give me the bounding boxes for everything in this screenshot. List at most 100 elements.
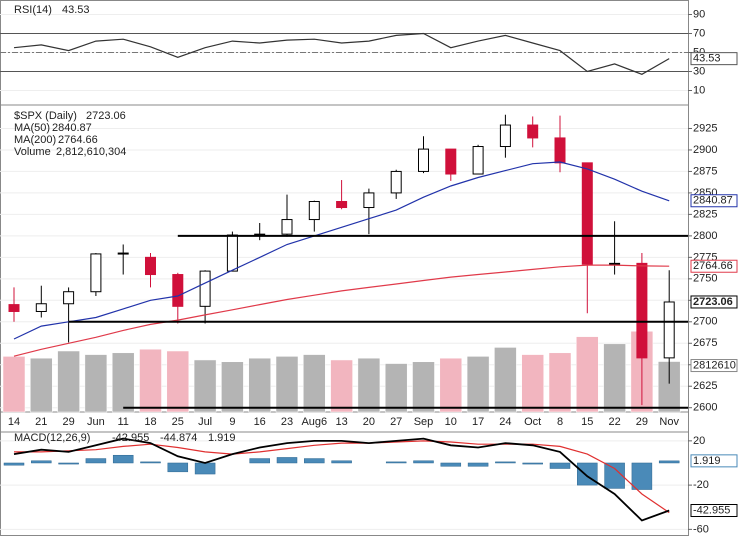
x-tick-label: 29 — [62, 416, 74, 428]
x-tick-label: Jul — [198, 416, 212, 428]
y-tick-label: 30 — [693, 65, 705, 77]
candle-body — [418, 148, 429, 172]
x-tick-label: Oct — [524, 416, 541, 428]
value-box — [690, 454, 738, 468]
candle-body — [472, 146, 484, 175]
legend-value: 2723.06 — [86, 110, 126, 122]
candle-body — [499, 124, 511, 148]
volume-bar — [548, 352, 572, 413]
x-tick-label: 21 — [35, 416, 47, 428]
histogram-bar — [167, 462, 189, 473]
x-tick-label: Aug6 — [301, 416, 327, 428]
histogram-bar — [385, 461, 407, 464]
x-tick-label: 22 — [608, 416, 620, 428]
volume-bar — [2, 356, 26, 413]
y-tick-label: 2825 — [693, 208, 717, 220]
candle-body — [63, 291, 75, 305]
value-box-label: 2723.06 — [693, 296, 733, 308]
value-box-label: 2812610 — [693, 359, 736, 371]
histogram-bar — [249, 458, 270, 464]
y-tick-label: 10 — [693, 84, 705, 96]
volume-bar — [384, 363, 408, 413]
histogram-bar — [495, 461, 516, 464]
candle-body — [445, 148, 457, 175]
legend-title: $SPX (Daily) — [14, 110, 77, 122]
value-box — [690, 295, 738, 309]
volume-bar — [521, 354, 544, 413]
histogram-bar — [140, 461, 161, 464]
x-tick-label: Nov — [659, 416, 679, 428]
x-tick-label: 17 — [472, 416, 484, 428]
histogram-bar — [631, 462, 653, 490]
value-box — [690, 504, 738, 518]
histogram-bar — [549, 462, 571, 469]
legend-value: 2840.87 — [52, 122, 92, 134]
histogram-bar — [112, 454, 134, 464]
x-tick-label: 27 — [390, 416, 402, 428]
x-tick-label: 10 — [445, 416, 457, 428]
rsi-line — [13, 32, 670, 75]
value-box-label: -42.955 — [693, 504, 730, 516]
value-box — [690, 194, 738, 208]
y-tick-label: 2925 — [693, 122, 717, 134]
volume-bar — [139, 348, 162, 413]
candle-body — [363, 192, 375, 209]
x-tick-label: 14 — [8, 416, 20, 428]
histogram-bar — [304, 458, 325, 464]
candle-body — [90, 253, 102, 293]
x-tick-label: 9 — [229, 416, 235, 428]
panel-title-value: -42.955 — [112, 432, 149, 444]
histogram-bar — [3, 462, 25, 466]
y-tick-label: 2675 — [693, 337, 717, 349]
candle-body — [663, 301, 675, 359]
volume-bar — [412, 361, 435, 413]
x-tick-label: 25 — [172, 416, 184, 428]
candle-body — [554, 137, 566, 164]
x-tick-label: 20 — [363, 416, 375, 428]
candle-body — [527, 124, 539, 139]
histogram-bar — [331, 460, 352, 464]
histogram-bar — [276, 457, 298, 464]
candle-body — [35, 303, 47, 312]
x-tick-label: 23 — [281, 416, 293, 428]
signal-line — [14, 440, 670, 514]
histogram-bar — [31, 460, 52, 464]
panel-title: MACD(12,26,9) — [14, 432, 90, 444]
x-tick-label: 18 — [144, 416, 156, 428]
value-box-label: 2840.87 — [693, 195, 733, 207]
volume-bar — [221, 361, 244, 413]
x-tick-label: 13 — [335, 416, 347, 428]
volume-bar — [111, 352, 135, 413]
volume-bar — [248, 357, 271, 413]
panel-title-value: -44.874 — [160, 432, 197, 444]
volume-bar — [275, 356, 299, 413]
volume-bar — [576, 336, 599, 413]
frame — [0, 0, 689, 536]
y-tick-label: -60 — [693, 523, 709, 535]
volume-bar — [494, 347, 517, 413]
candle-body — [145, 256, 156, 276]
value-box-label: 43.53 — [693, 53, 721, 65]
volume-bar — [57, 350, 80, 413]
x-tick-label: 16 — [254, 416, 266, 428]
volume-bar — [193, 359, 217, 413]
candle-body — [636, 262, 648, 359]
x-tick-label: 15 — [581, 416, 593, 428]
volume-bar — [166, 350, 190, 413]
y-tick-label: 2875 — [693, 165, 717, 177]
candle-body — [172, 274, 184, 307]
panel-title-value: 43.53 — [62, 4, 90, 16]
value-box-label: 2764.66 — [693, 260, 733, 272]
value-box — [690, 52, 738, 66]
moving-average — [13, 161, 670, 340]
histogram-bar — [413, 460, 434, 464]
y-tick-label: 2700 — [693, 316, 717, 328]
histogram-bar — [440, 462, 462, 467]
value-box — [690, 259, 738, 273]
volume-bar — [303, 354, 326, 413]
histogram-bar — [522, 462, 543, 465]
candle-body — [336, 201, 348, 209]
candle-body — [281, 219, 293, 235]
candle-body — [609, 262, 621, 265]
